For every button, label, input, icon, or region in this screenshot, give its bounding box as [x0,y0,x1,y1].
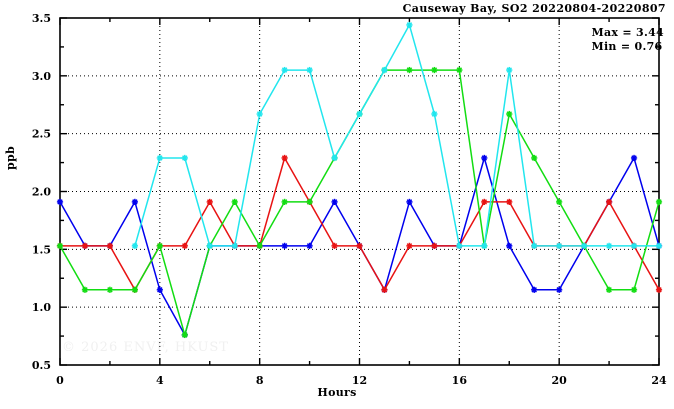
data-point-marker [256,242,263,249]
data-point-marker [181,331,188,339]
data-point-marker [381,286,388,293]
data-point-marker [356,110,363,118]
data-point-marker [156,154,163,162]
data-point-marker [131,198,138,206]
data-point-marker [481,198,488,206]
data-point-marker [231,198,238,206]
axis-tick-labels: 0 4 8 12 16 20 24 0.5 1.0 1.5 2.0 2.5 3.0 3.5 [32,12,667,387]
x-tick-label: 16 [452,374,468,387]
data-point-marker [106,242,114,249]
data-point-marker [655,198,663,206]
data-point-marker [431,66,438,74]
data-point-marker [81,286,89,293]
series-line [134,24,659,247]
data-point-marker [556,242,563,249]
data-point-marker [331,198,338,206]
x-tick-label: 8 [256,374,264,387]
stats-box: Max = 3.44 Min = 0.76 [591,26,664,54]
data-point-marker [431,242,438,249]
data-point-marker [56,242,64,249]
plot-border [59,17,660,366]
data-point-marker [456,66,463,74]
data-point-marker [581,242,588,249]
y-tick-label: 1.0 [32,301,51,314]
x-tick-label: 24 [651,374,667,387]
data-point-marker [281,198,288,206]
data-point-marker [131,242,138,249]
data-point-marker [456,242,463,249]
data-point-marker [531,242,538,249]
data-point-marker [156,242,163,249]
data-point-marker [181,154,188,162]
x-tick-label: 12 [352,374,367,387]
data-point-marker [655,286,663,293]
data-point-marker [506,110,513,118]
data-point-marker [406,242,413,249]
data-point-marker [281,154,288,162]
data-point-marker [506,66,513,74]
y-tick-label: 0.5 [32,359,51,372]
data-point-marker [431,110,438,118]
plot-frame [59,17,660,366]
data-point-marker [630,286,638,293]
data-series-layer [56,21,663,339]
data-point-marker [531,286,538,293]
data-point-marker [406,66,413,74]
x-tick-label: 4 [156,374,164,387]
data-point-marker [506,242,513,249]
data-point-marker [556,286,563,293]
data-point-marker [506,198,513,206]
data-point-marker [206,242,213,249]
x-tick-label: 20 [552,374,568,387]
chart-title: Causeway Bay, SO2 20220804-20220807 [402,2,666,15]
y-tick-label: 2.0 [32,186,51,199]
data-point-marker [256,110,263,118]
data-point-marker [56,198,64,206]
data-point-marker [481,242,488,249]
data-point-marker [556,198,563,206]
data-point-marker [131,286,138,293]
y-tick-label: 2.5 [32,128,51,141]
x-axis-label: Hours [317,386,357,399]
data-point-marker [106,286,114,293]
data-point-marker [306,66,313,74]
data-point-marker [331,242,338,249]
data-point-marker [281,242,288,249]
y-tick-label: 3.0 [32,70,51,83]
max-value-label: Max = 3.44 [591,26,664,39]
data-point-marker [81,242,89,249]
data-point-marker [306,198,313,206]
data-point-marker [331,154,338,162]
data-point-marker [156,286,163,293]
data-point-marker [181,242,188,249]
x-tick-label: 0 [56,374,64,387]
data-point-marker [356,242,363,249]
data-point-marker [605,198,613,206]
y-tick-label: 3.5 [32,12,51,25]
data-point-marker [630,154,638,162]
data-point-marker [605,242,613,249]
data-point-marker [381,66,388,74]
data-point-marker [481,154,488,162]
y-tick-label: 1.5 [32,243,51,256]
min-value-label: Min = 0.76 [591,40,663,53]
data-point-marker [605,286,613,293]
data-point-marker [206,198,213,206]
data-point-marker [281,66,288,74]
data-point-marker [231,242,238,249]
data-point-marker [406,198,413,206]
data-point-marker [406,21,413,29]
data-point-marker [655,242,663,249]
data-point-marker [306,242,313,249]
data-point-marker [531,154,538,162]
data-point-marker [630,242,638,249]
